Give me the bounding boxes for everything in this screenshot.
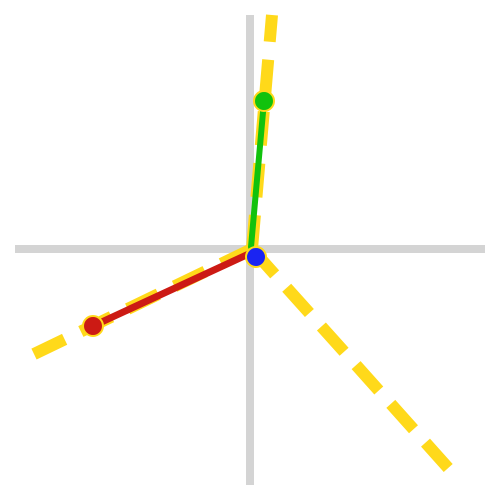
segments [89, 98, 267, 330]
green-endpoint[interactable] [253, 90, 275, 112]
guide-down-right [247, 244, 464, 485]
joints [82, 90, 275, 337]
red-endpoint[interactable] [82, 315, 104, 337]
green-segment [248, 98, 267, 250]
red-segment [89, 248, 257, 330]
origin-joint[interactable] [245, 246, 267, 268]
